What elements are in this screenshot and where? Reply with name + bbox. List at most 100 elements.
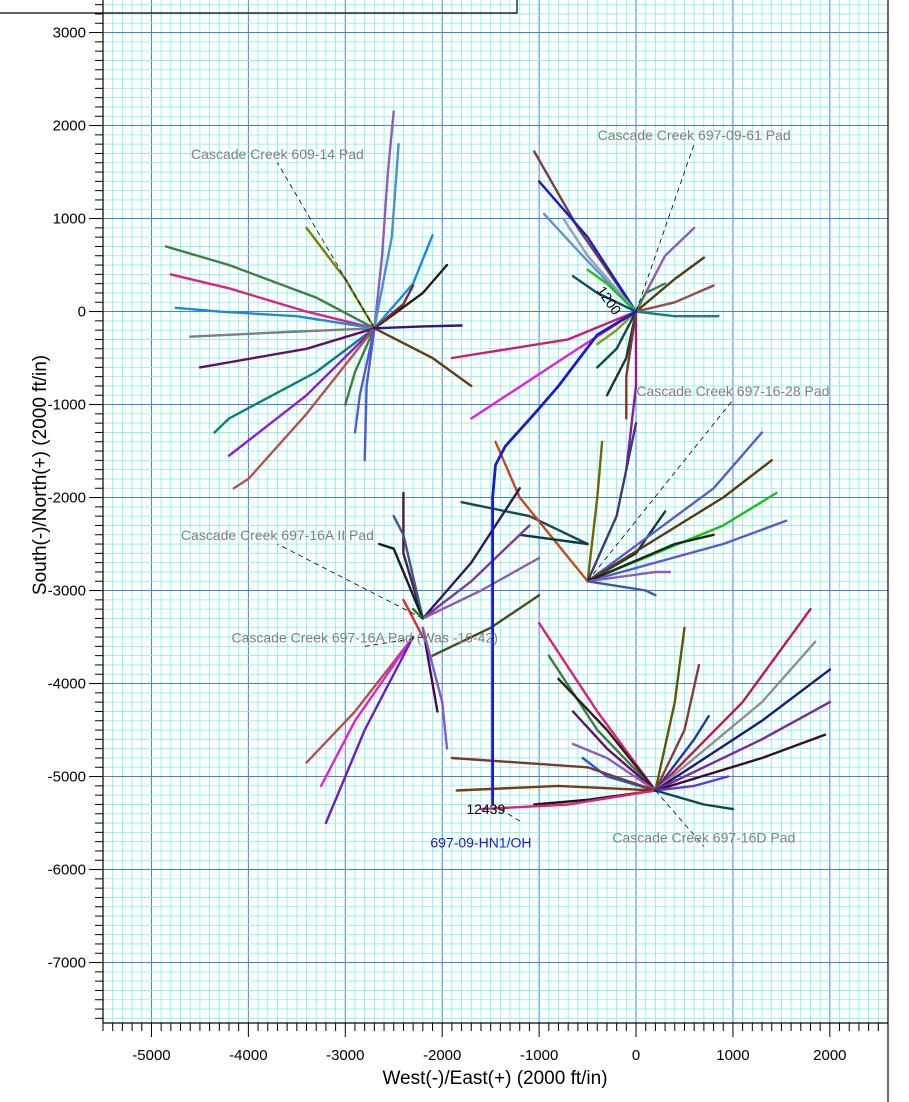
well-trajectory-43 — [586, 459, 773, 583]
well-trajectory-69 — [571, 742, 657, 792]
well-trajectory-63 — [319, 635, 415, 788]
well-trajectory-30 — [634, 310, 720, 318]
well-trajectory-33 — [596, 310, 638, 346]
x-axis-title: West(-)/East(+) (2000 ft/in) — [382, 1068, 607, 1089]
well-trajectory-48 — [586, 580, 657, 597]
well-trajectory-11 — [198, 327, 376, 369]
well-trajectory-13 — [227, 327, 376, 457]
well-trajectory-84 — [654, 789, 735, 811]
pad-label-4: Cascade Creek 697-16A II Pad — [181, 527, 374, 543]
pad-leader-line — [655, 790, 705, 847]
pad-label-2: Cascade Creek 697-09-61 Pad — [598, 127, 791, 143]
pad-labels: Cascade Creek 609-14 Pad Cascade Creek 69… — [181, 127, 829, 847]
well-trajectory-62 — [305, 635, 415, 764]
well-trajectory-37 — [625, 310, 638, 420]
well-trajectory-1 — [373, 110, 395, 330]
well-trajectory-41 — [460, 501, 589, 546]
well-trajectory-29 — [634, 282, 667, 313]
y-tick-label: 2000 — [53, 118, 86, 135]
y-tick-label: -4000 — [48, 676, 86, 693]
x-tick-label: -4000 — [229, 1047, 267, 1064]
y-tick-label: -3000 — [48, 583, 86, 600]
well-trajectory-10 — [188, 327, 376, 338]
legend-box-edge — [0, 0, 518, 14]
well-trajectory-15 — [344, 327, 376, 406]
grid-lines — [102, 0, 889, 1023]
well-trajectory-64 — [324, 635, 415, 825]
well-trajectory-83 — [654, 775, 730, 792]
x-tick-label: -2000 — [423, 1047, 461, 1064]
pad-label-1: Cascade Creek 609-14 Pad — [191, 146, 364, 162]
well-trajectory-36 — [625, 310, 638, 471]
well-trajectory-17 — [363, 327, 376, 462]
y-tick-label: -7000 — [48, 955, 86, 972]
well-trajectory-38 — [586, 440, 604, 583]
well-trajectory-59 — [402, 598, 424, 639]
y-tick-label: 1000 — [53, 211, 86, 228]
well-trajectory-9 — [174, 306, 376, 330]
well-trajectory-19 — [373, 324, 463, 330]
well-trajectory-2 — [373, 142, 400, 330]
well-trajectory-74 — [479, 789, 657, 811]
well-trajectory-47 — [586, 570, 672, 583]
x-tick-label: 2000 — [813, 1047, 846, 1064]
pad-label-6: Cascade Creek 697-16D Pad — [612, 829, 795, 845]
pad-leader-line — [277, 543, 423, 619]
x-tick-label: 0 — [632, 1047, 640, 1064]
well-trajectory-51 — [431, 594, 541, 657]
well-trajectory-55 — [402, 491, 424, 620]
well-trajectory-24 — [586, 268, 638, 313]
y-tick-label: -1000 — [48, 397, 86, 414]
well-trajectory-68 — [571, 710, 657, 792]
well-trajectory-27 — [634, 256, 706, 313]
well-trajectory-4 — [373, 263, 449, 330]
well-trajectory-66 — [547, 654, 657, 792]
pad-leader-line — [635, 144, 695, 312]
highlight-well-trajectory — [491, 310, 637, 805]
well-trajectory-79 — [654, 640, 817, 792]
well-trajectory-82 — [654, 733, 827, 792]
well-trajectory-54 — [421, 556, 541, 620]
x-tick-label: -5000 — [132, 1047, 170, 1064]
well-trajectory-31 — [450, 310, 638, 360]
y-tick-label: 0 — [78, 304, 86, 321]
well-trajectory-16 — [353, 327, 376, 434]
well-trajectory-80 — [654, 668, 832, 792]
y-tick-label: -5000 — [48, 769, 86, 786]
well-trajectory-78 — [654, 607, 812, 792]
well-trajectory-39 — [586, 422, 638, 583]
well-trajectory-28 — [634, 284, 715, 313]
well-trajectory-67 — [557, 677, 657, 792]
x-tick-label: -3000 — [326, 1047, 364, 1064]
well-trajectory-23 — [562, 217, 638, 313]
y-tick-label: 3000 — [53, 25, 86, 42]
well-trajectory-7 — [164, 245, 376, 330]
well-trajectory-34 — [596, 310, 638, 369]
well-trajectory-46 — [586, 533, 715, 583]
y-tick-label: -2000 — [48, 490, 86, 507]
well-trajectory-12 — [213, 327, 376, 434]
well-trajectory-76 — [654, 663, 701, 792]
well-trajectory-77 — [654, 714, 710, 792]
well-trajectory-25 — [571, 275, 638, 313]
well-trajectory-57 — [378, 542, 424, 620]
pad-leader-line — [364, 636, 423, 647]
well-trajectory-52 — [421, 487, 521, 620]
well-trajectory-56 — [392, 514, 424, 620]
x-tick-label: -1000 — [520, 1047, 558, 1064]
pad-leader-line — [587, 399, 734, 582]
x-tick-label: 1000 — [716, 1047, 749, 1064]
well-trajectory-14 — [232, 327, 376, 490]
highlight-well-leader — [492, 804, 522, 823]
pad-label-5: Cascade Creek 697-16A Pad (Was -16-42) — [231, 629, 497, 645]
y-axis-title: South(-)/North(+) (2000 ft/in) — [30, 355, 51, 595]
well-trajectory-21 — [537, 180, 638, 313]
axes: -5000 -4000 -3000 -2000 -1000 0 1000 2000 3000 20… — [0, 0, 889, 1102]
well-trajectory-5 — [373, 284, 415, 330]
pad-leader-line — [277, 162, 375, 329]
well-trajectory-58 — [411, 607, 424, 620]
well-trajectory-53 — [421, 524, 531, 620]
